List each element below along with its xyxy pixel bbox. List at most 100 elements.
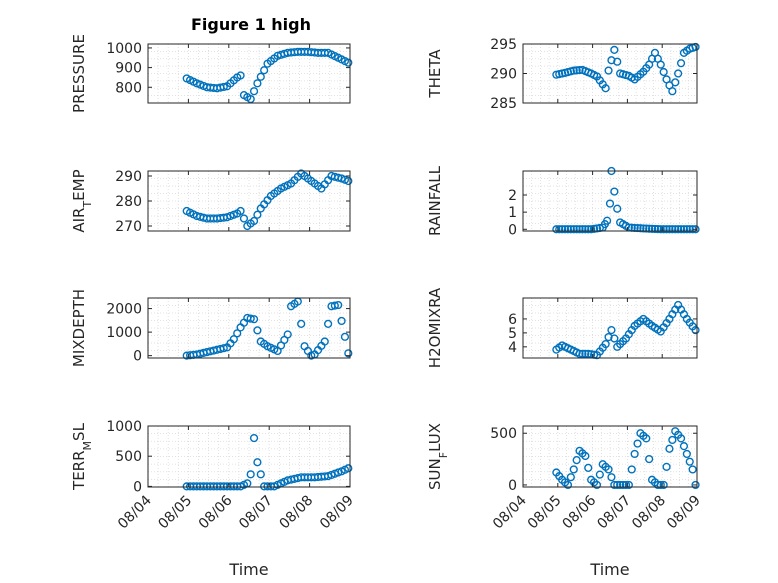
x-tick-label: 08/04 [490,492,530,532]
data-point [581,451,590,461]
data-point [256,72,265,81]
y-tick-label: 1000 [106,419,142,435]
data-point [668,435,677,445]
y-axis-label: RAINFALL [426,165,444,236]
y-tick-label: 0 [133,479,142,495]
data-point [642,224,651,233]
x-tick-label: 08/04 [115,492,155,532]
data-point [584,225,593,234]
y-tick-label: 270 [115,219,142,235]
data-point [633,439,642,448]
data-point [344,349,353,358]
data-point [566,225,575,234]
data-point [236,71,245,80]
data-point [610,480,619,490]
grid-lines [522,425,698,488]
data-point [668,87,677,96]
x-tick-label: 08/05 [155,493,195,533]
y-tick-label: 2000 [106,302,142,318]
data-point [605,199,615,208]
data-point [601,84,610,93]
data-point [676,434,686,443]
data-point [650,224,660,234]
data-point [566,473,575,482]
data-point [575,349,584,358]
x-tick-label: 08/07 [594,493,634,533]
data-point [581,225,590,234]
data-point [682,449,691,459]
data-point [601,339,610,349]
data-point [688,465,697,474]
data-point [253,458,262,467]
data-point [665,225,674,234]
data-point [607,56,616,65]
data-point [607,325,616,335]
data-point [610,45,619,55]
data-point [668,225,677,234]
data-point [624,480,633,490]
data-point [246,314,255,323]
y-tick-label: 5 [508,326,517,342]
data-point [604,465,613,474]
data-point [630,449,639,459]
data-point [587,225,596,234]
y-tick-label: 800 [115,80,142,96]
data-point [691,480,700,490]
grid-lines [147,170,351,232]
series-markers [552,427,700,490]
y-axis-label: H2OMIXRA [426,287,444,368]
y-tick-label: 290 [115,169,142,185]
data-point [578,225,587,234]
figure-title: Figure 1 high [191,15,311,34]
data-point [645,454,654,464]
data-point [572,225,581,234]
data-point [236,206,245,216]
data-point [249,216,259,226]
data-point [569,225,578,234]
data-point [249,87,259,96]
data-point [569,465,578,474]
data-point [584,349,593,358]
data-point [253,210,262,219]
data-point [636,224,645,233]
data-point [344,58,353,67]
subplot-air-temp: 270 280 290 AIRTEMP [70,169,353,235]
data-point [233,329,242,338]
data-point [645,224,654,233]
subplot-rainfall: 012 RAINFALL [426,165,700,238]
data-point [676,59,686,68]
x-tick-label: 08/06 [560,492,600,532]
y-tick-label: 1 [508,205,517,221]
y-axis-label: PRESSURE [70,34,88,113]
data-point [246,94,255,104]
data-point [260,66,269,75]
data-point [610,334,619,343]
y-tick-label: 2 [508,188,517,204]
data-point [691,225,700,234]
y-tick-label: 4 [508,340,517,356]
data-point [659,225,668,234]
axes-frame [522,170,698,232]
data-point [621,480,631,490]
series-markers [182,433,353,491]
y-axis-label: TERRMSL [70,422,94,491]
data-point [578,349,587,358]
data-point [613,480,622,490]
y-axis-label: MIXDEPTH [70,289,88,367]
subplot-mixdepth: 0 1000 2000 MIXDEPTH [70,289,353,367]
y-axis-label: SUNFLUX [426,423,450,490]
data-point [552,225,561,234]
data-point [575,225,584,234]
data-point [671,225,680,234]
data-point [595,470,604,479]
data-point [575,66,584,75]
x-tick-label: 08/08 [629,493,669,533]
axes-frame [147,297,351,359]
data-point [581,349,590,358]
data-point [656,225,665,234]
data-point [656,480,665,490]
data-point [253,79,262,88]
subplot-pressure: 800 900 1000 PRESSURE [70,34,353,113]
data-point [653,480,662,490]
y-tick-label: 285 [490,96,517,112]
